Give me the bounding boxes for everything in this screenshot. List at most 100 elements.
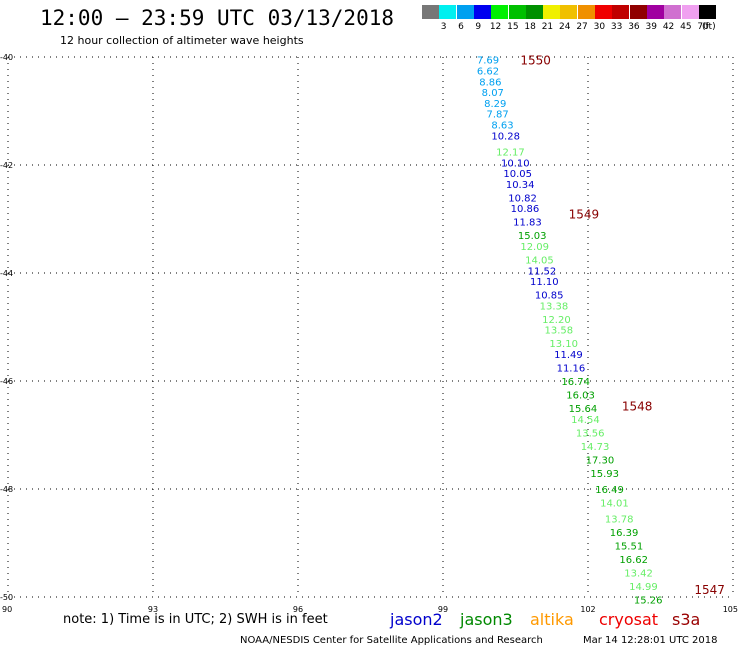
satellite-cryosat-label: cryosat [599,610,659,629]
wave-height-label: 7.87 [487,110,509,121]
color-scale-tick: 21 [541,22,554,32]
color-swatch [491,5,509,19]
color-scale-tick: 36 [628,22,640,32]
footer-timestamp: Mar 14 12:28:01 UTC 2018 [583,635,718,646]
y-tick-label: -42 [0,161,13,170]
wave-height-label: 12.09 [520,242,549,253]
x-tick-label: 105 [723,605,738,614]
color-scale-tick: 39 [645,22,657,32]
color-scale-tick: 45 [680,22,692,32]
wave-height-label: 8.07 [482,88,504,99]
wave-height-label: 15.03 [518,231,547,242]
color-swatch [456,5,474,19]
wave-height-label: 11.49 [554,350,583,361]
x-tick-label: 99 [438,605,448,614]
color-scale-tick: 70 [697,22,709,32]
wave-height-label: 10.05 [503,169,532,180]
wave-height-label: 13.38 [540,301,569,312]
chart-subtitle: 12 hour collection of altimeter wave hei… [60,34,304,47]
axis-tick-labels: -40 -42 -44 -46 -48 -50 90 93 96 99 102 105 [0,53,738,614]
time-label: 1549 [569,208,600,222]
x-tick-label: 90 [2,605,12,614]
wave-height-label: 10.82 [508,193,537,204]
time-label: 1548 [622,399,653,413]
wave-height-label: 11.10 [530,277,559,288]
units-note: note: 1) Time is in UTC; 2) SWH is in fe… [63,612,328,627]
y-tick-label: -44 [0,269,13,278]
wave-height-label: 8.29 [484,99,506,110]
time-label: 1547 [694,583,725,597]
wave-height-label: 13.58 [545,326,574,337]
wave-height-label: 13.56 [576,428,605,439]
color-scale-tick: 9 [475,22,482,32]
wave-height-label: 7.69 [477,56,499,67]
color-swatch [560,5,578,19]
wave-height-label: 15.26 [634,596,663,607]
wave-height-label: 6.62 [477,67,499,78]
color-scale-tick: 24 [559,22,571,32]
y-tick-label: -40 [0,53,13,62]
wave-height-label: 10.86 [511,204,540,215]
wave-height-label: 10.85 [535,291,564,302]
color-scale-tick: 6 [458,22,464,32]
wave-height-label: 14.54 [571,415,600,426]
footer-credit: NOAA/NESDIS Center for Satellite Applica… [240,635,543,646]
wave-height-label: 16.39 [610,528,639,539]
wave-height-label: 16.49 [595,485,624,496]
color-swatch [629,5,647,19]
color-swatch [681,5,699,19]
wave-height-label: 11.52 [528,266,557,277]
time-label: 1550 [520,54,551,68]
wave-height-label: 13.42 [624,569,653,580]
color-scale-tick: 30 [593,22,606,32]
satellite-altika-label: altika [530,610,574,629]
wave-height-label: 14.01 [600,499,629,510]
y-tick-label: -50 [0,593,13,602]
color-scale-tick: 18 [524,22,536,32]
color-swatch [422,5,439,19]
color-swatch [508,5,526,19]
wave-height-label: 12.20 [542,315,571,326]
wave-height-label: 10.34 [506,180,535,191]
color-swatch [577,5,595,19]
wave-height-label: 13.10 [549,339,578,350]
satellite-s3a-label: s3a [672,610,701,629]
color-scale-tick: 3 [440,22,447,32]
wave-height-label: 8.86 [479,77,501,88]
x-tick-label: 93 [148,605,158,614]
wave-height-label: 11.16 [557,364,586,375]
wave-height-label: 15.64 [569,404,598,415]
wave-height-label: 14.99 [629,582,658,593]
wave-height-label: 11.83 [513,218,542,229]
color-scale-unit: (ft) [702,22,716,32]
wave-height-label: 10.10 [501,158,530,169]
satellite-jason3-label: jason3 [460,610,513,629]
satellite-jason2-label: jason2 [390,610,443,629]
color-scale-tick: 12 [489,22,502,32]
color-swatch [664,5,682,19]
x-tick-label: 96 [293,605,303,614]
color-scale-tick: 33 [610,22,623,32]
wave-height-label: 12.17 [496,148,525,159]
color-scale-tick: 42 [662,22,675,32]
wave-height-label: 14.05 [525,256,554,267]
color-swatch [439,5,457,19]
grid-lines [7,56,734,598]
wave-height-label: 14.73 [581,442,610,453]
color-swatch [646,5,664,19]
color-swatch [698,5,716,19]
color-swatch [473,5,491,19]
wave-height-points: 7.696.628.868.078.297.878.6310.2812.1710… [477,56,663,607]
color-scale-tick: 15 [507,22,519,32]
color-scale-tick: 27 [576,22,588,32]
wave-height-label: 16.74 [561,377,590,388]
wave-height-label: 13.78 [605,515,634,526]
wave-height-label: 15.51 [615,542,644,553]
wave-height-label: 17.30 [586,455,615,466]
color-swatch [595,5,612,19]
wave-height-label: 16.03 [566,391,595,402]
time-labels: 1550 1549 1548 1547 [520,54,725,597]
wave-height-label: 10.28 [491,131,520,142]
x-tick-label: 102 [580,605,595,614]
